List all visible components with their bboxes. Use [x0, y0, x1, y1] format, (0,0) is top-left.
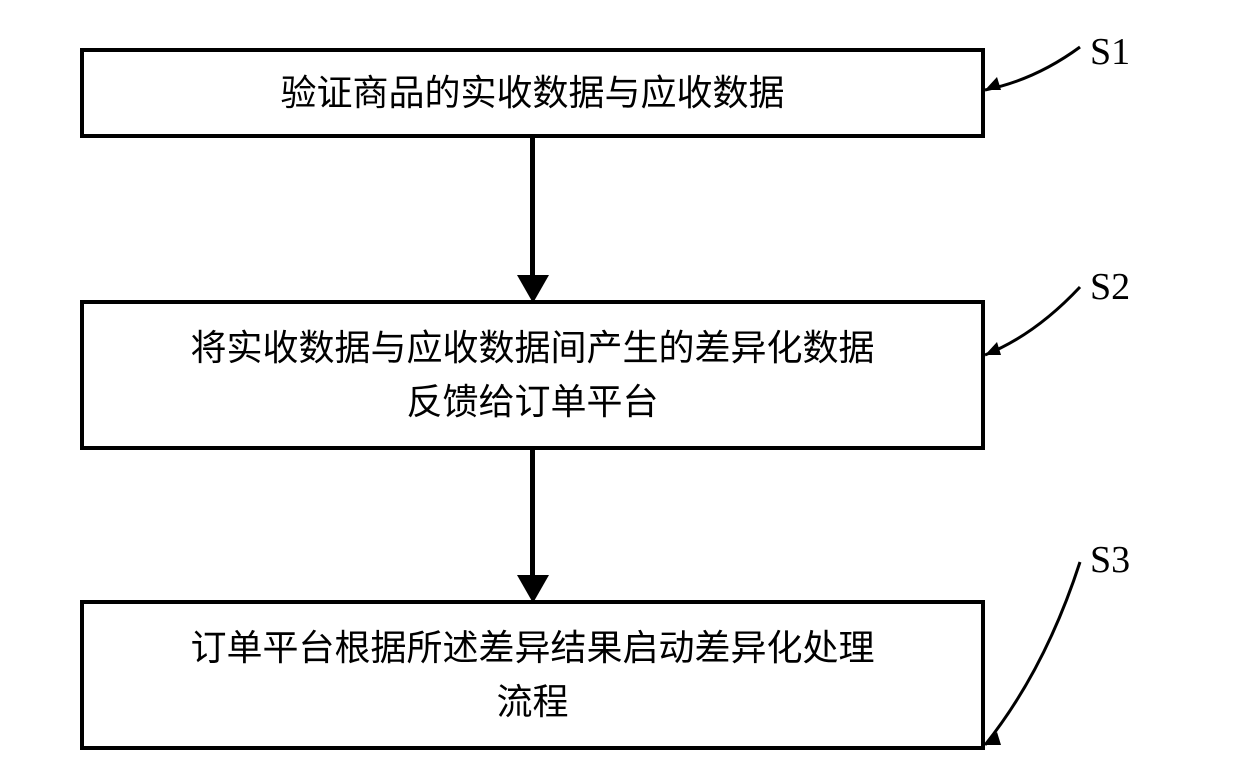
flowchart-node-s1: 验证商品的实收数据与应收数据	[80, 48, 985, 138]
node-text: 将实收数据与应收数据间产生的差异化数据反馈给订单平台	[190, 321, 874, 429]
flowchart-container: 验证商品的实收数据与应收数据 将实收数据与应收数据间产生的差异化数据反馈给订单平…	[80, 30, 1160, 730]
arrow-line-2	[530, 450, 535, 578]
leader-line-s1	[985, 35, 1105, 95]
leader-line-s2	[985, 275, 1105, 365]
node-text: 验证商品的实收数据与应收数据	[280, 66, 784, 120]
node-text: 订单平台根据所述差异结果启动差异化处理流程	[190, 621, 874, 729]
flowchart-node-s3: 订单平台根据所述差异结果启动差异化处理流程	[80, 600, 985, 750]
arrowhead-1	[517, 275, 549, 303]
flowchart-node-s2: 将实收数据与应收数据间产生的差异化数据反馈给订单平台	[80, 300, 985, 450]
leader-line-s3	[985, 550, 1105, 760]
arrowhead-2	[517, 575, 549, 603]
arrow-line-1	[530, 138, 535, 278]
